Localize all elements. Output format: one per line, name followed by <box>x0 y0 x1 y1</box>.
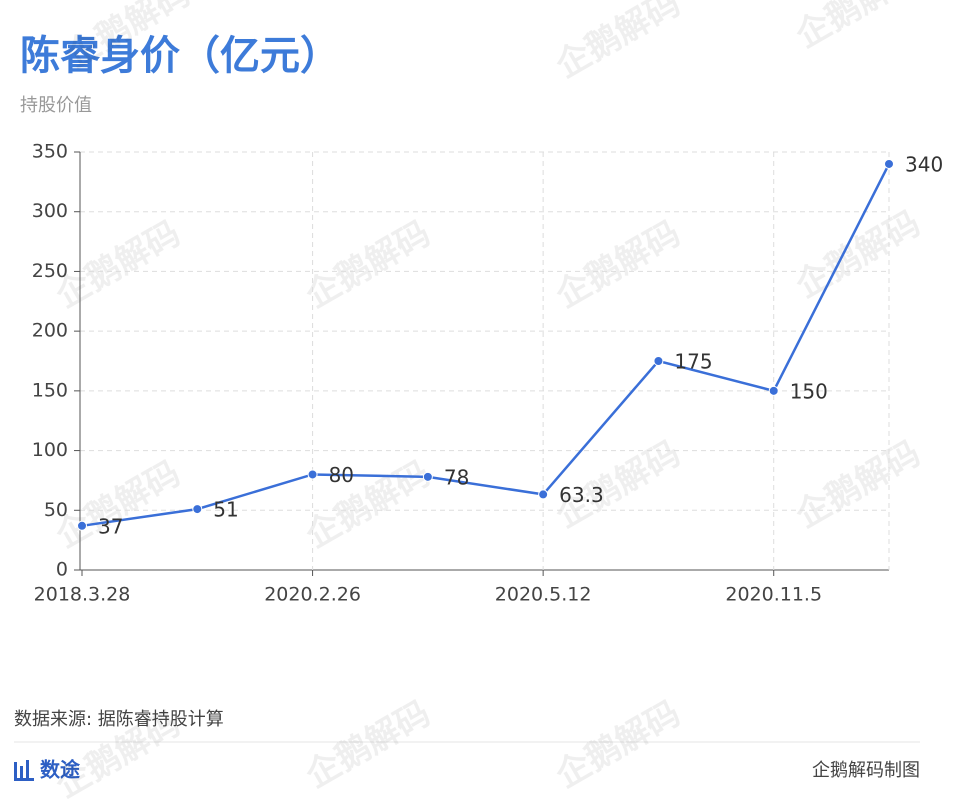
value-label: 80 <box>329 463 354 487</box>
point <box>422 471 433 482</box>
x-tick-label: 2018.3.28 <box>34 584 131 606</box>
value-label: 63.3 <box>559 483 604 507</box>
watermark: 企鹅解码 <box>789 0 927 56</box>
watermark: 企鹅解码 <box>789 203 927 306</box>
watermark: 企鹅解码 <box>549 213 687 316</box>
watermark: 企鹅解码 <box>789 433 927 536</box>
credit: 企鹅解码制图 <box>812 760 920 781</box>
x-tick-label: 2020.2.26 <box>264 584 361 606</box>
y-tick-label: 300 <box>32 200 68 222</box>
point <box>307 469 318 480</box>
watermark: 企鹅解码 <box>549 0 687 86</box>
value-label: 175 <box>674 350 712 374</box>
watermark: 企鹅解码 <box>299 453 437 556</box>
subtitle: 持股价值 <box>20 95 92 116</box>
watermark: 企鹅解码 <box>299 213 437 316</box>
point <box>192 504 203 515</box>
value-label: 78 <box>444 465 469 489</box>
y-tick-label: 150 <box>32 379 68 401</box>
source: 数据来源: 据陈睿持股计算 <box>14 709 224 730</box>
value-label: 150 <box>790 379 828 403</box>
point <box>77 520 87 531</box>
watermark: 企鹅解码 <box>49 213 187 316</box>
y-tick-label: 0 <box>56 559 68 581</box>
chart-title: 陈睿身价（亿元） <box>20 33 340 79</box>
watermark: 企鹅解码 <box>299 693 437 796</box>
point <box>538 489 549 500</box>
y-tick-label: 200 <box>32 320 68 342</box>
y-tick-label: 350 <box>32 141 68 163</box>
point <box>884 158 894 169</box>
brand: 数途 <box>40 758 81 782</box>
brand-icon <box>14 760 34 781</box>
watermark: 企鹅解码 <box>49 453 187 556</box>
series-line <box>81 163 891 528</box>
y-tick-label: 100 <box>32 439 68 461</box>
y-tick-label: 250 <box>32 260 68 282</box>
point <box>768 385 779 396</box>
x-tick-label: 2020.11.5 <box>725 584 822 606</box>
value-label: 51 <box>213 498 238 522</box>
x-tick-label: 2020.5.12 <box>495 584 592 606</box>
y-tick-label: 50 <box>44 499 68 521</box>
point <box>653 356 664 366</box>
value-label: 37 <box>98 514 123 538</box>
watermark: 企鹅解码 <box>549 693 687 796</box>
value-label: 340 <box>905 152 943 176</box>
